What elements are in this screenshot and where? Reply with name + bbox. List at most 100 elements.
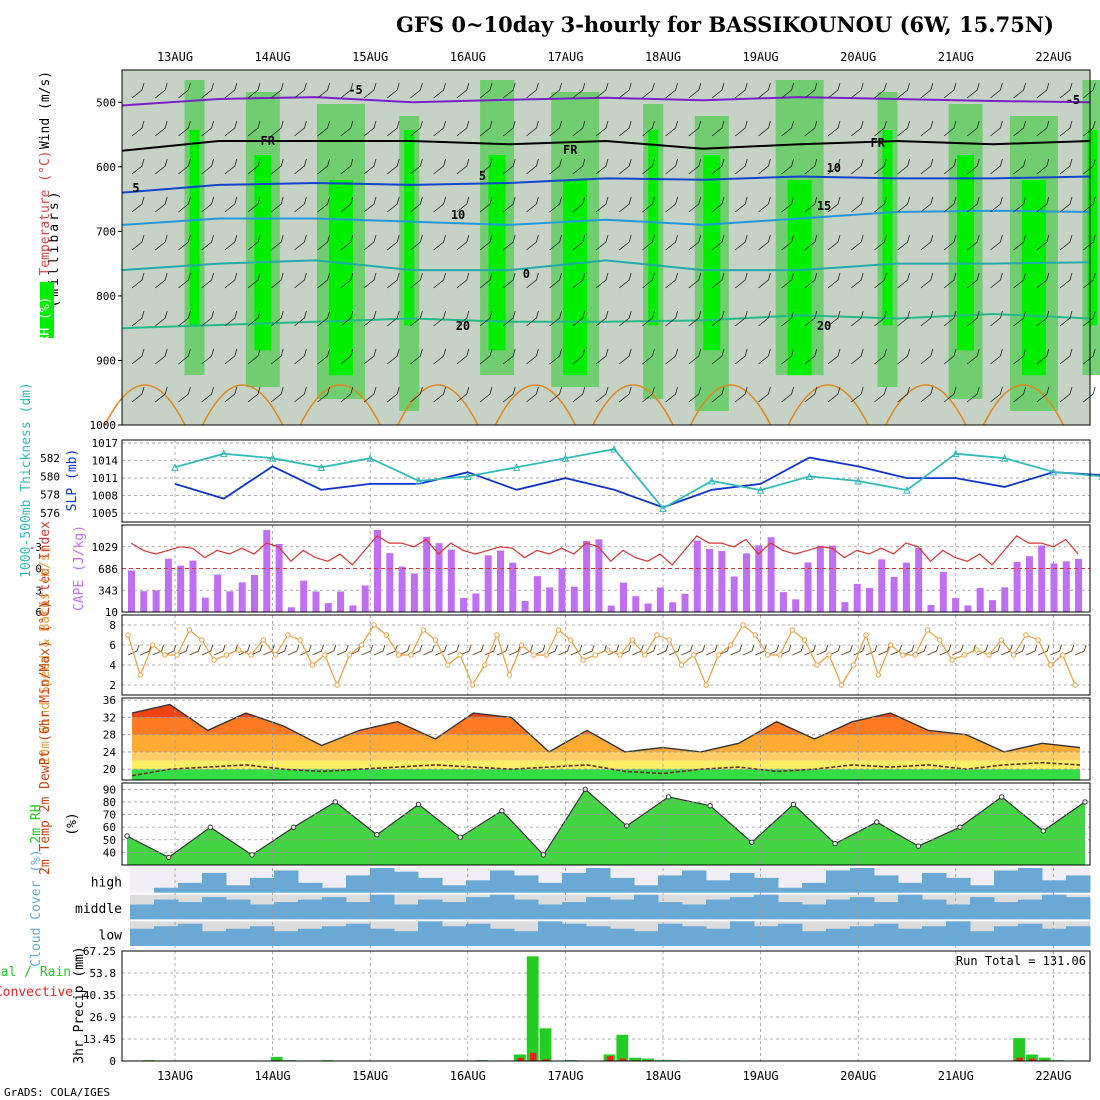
wind-speed-point <box>248 652 254 658</box>
upper-wind-barb <box>526 348 539 365</box>
wind-barb <box>767 644 780 656</box>
upper-wind-barb <box>688 120 702 137</box>
ytick-label: 1000 <box>90 419 117 432</box>
upper-wind-barb <box>665 234 678 251</box>
upper-wind-barb <box>1036 158 1050 175</box>
cloud-cell <box>514 899 539 920</box>
upper-wind-barb <box>270 196 284 213</box>
upper-wind-barb <box>595 348 609 365</box>
cloud-cell <box>970 885 995 893</box>
upper-wind-barb <box>1059 196 1073 213</box>
upper-wind-barb <box>966 234 980 251</box>
upper-wind-barb <box>1059 386 1073 403</box>
isotherm-line <box>121 175 1091 194</box>
wind-barb <box>496 644 509 656</box>
upper-wind-barb <box>270 234 284 251</box>
rh-band <box>957 155 975 351</box>
wind-speed-point <box>814 662 820 668</box>
cape-bar <box>730 576 738 612</box>
upper-wind-barb <box>990 158 1003 175</box>
upper-wind-barb <box>827 386 841 403</box>
cloud-cell <box>562 923 587 946</box>
upper-wind-barb <box>549 310 562 327</box>
cape-bar <box>607 605 615 612</box>
date-label-top: 20AUG <box>840 50 876 64</box>
cloud-cell <box>370 928 395 946</box>
wind-speed-point <box>297 637 303 643</box>
cloud-cell <box>274 902 299 920</box>
cape-tick-label: 686 <box>98 563 118 576</box>
convective-bar <box>530 1052 537 1061</box>
upper-wind-barb <box>456 158 470 175</box>
wind-speed-point <box>420 627 426 633</box>
cape-bar <box>939 571 947 612</box>
upper-wind-barb <box>781 82 794 99</box>
cape-bar <box>189 560 197 612</box>
cape-bar <box>140 591 148 612</box>
upper-wind-barb <box>317 348 330 365</box>
upper-wind-barb <box>526 120 539 137</box>
contour-label: 10 <box>827 161 841 175</box>
cape-bar <box>1050 563 1058 612</box>
date-label-top: 22AUG <box>1035 50 1071 64</box>
precip-bar <box>616 1034 629 1061</box>
upper-wind-barb <box>874 386 887 403</box>
thickness-point <box>1000 454 1009 462</box>
upper-wind-barb <box>920 120 934 137</box>
upper-wind-barb <box>294 272 307 289</box>
cloud-cell <box>490 894 515 920</box>
cape-bar <box>1062 561 1070 612</box>
upper-wind-barb <box>294 196 307 213</box>
cape-bar <box>890 576 898 612</box>
cloud-cell <box>682 926 707 946</box>
upper-wind-barb <box>618 310 632 327</box>
cloud-cell <box>922 872 947 893</box>
wind-barb <box>373 644 386 656</box>
upper-wind-barb <box>734 310 748 327</box>
upper-wind-barb <box>479 386 493 403</box>
cloud-cell <box>298 928 323 946</box>
cape-bar <box>976 587 984 612</box>
rh-swatch <box>40 282 54 338</box>
precip-total-label: tal / Rain <box>0 965 71 980</box>
contour-label: 5 <box>479 169 486 183</box>
cloud-cell <box>442 885 467 893</box>
upper-wind-barb <box>1036 82 1050 99</box>
temp-tick-label: 20 <box>103 763 116 776</box>
upper-wind-barb <box>340 386 354 403</box>
rh2m-frame <box>121 782 1091 866</box>
upper-wind-barb <box>758 120 771 137</box>
date-label-top: 16AUG <box>450 50 486 64</box>
upper-wind-barb <box>990 348 1003 365</box>
wind-speed-point <box>162 652 168 658</box>
wind-tick-label: 4 <box>109 659 116 672</box>
upper-wind-barb <box>758 386 771 403</box>
cape-bar <box>743 553 750 612</box>
upper-wind-barb <box>386 348 400 365</box>
upper-wind-barb <box>804 158 818 175</box>
upper-wind-barb <box>688 234 702 251</box>
rh2m-point <box>457 834 463 840</box>
upper-wind-barb <box>734 272 748 289</box>
isotherm-line <box>121 209 1091 226</box>
wind-barb <box>570 644 583 656</box>
cloud-cell <box>418 877 443 893</box>
upper-wind-barb <box>595 272 609 289</box>
wind-speed-point <box>383 632 389 638</box>
upper-wind-barb <box>850 348 864 365</box>
upper-wind-barb <box>642 158 655 175</box>
cloud-cell <box>778 923 803 946</box>
wind-speed-point <box>617 652 623 658</box>
wind-barb <box>976 644 989 656</box>
cloud-cell <box>634 885 659 893</box>
upper-wind-barb <box>1013 158 1026 175</box>
cloud-cell <box>970 897 995 920</box>
cape-bar <box>964 605 972 612</box>
upper-wind-barb <box>665 196 678 213</box>
upper-wind-barb <box>502 196 516 213</box>
cloud-cell <box>658 875 683 893</box>
wind-barb <box>533 644 546 656</box>
upper-wind-barb <box>1082 310 1096 327</box>
cape-bar <box>718 551 726 612</box>
wind-speed-point <box>887 642 894 648</box>
